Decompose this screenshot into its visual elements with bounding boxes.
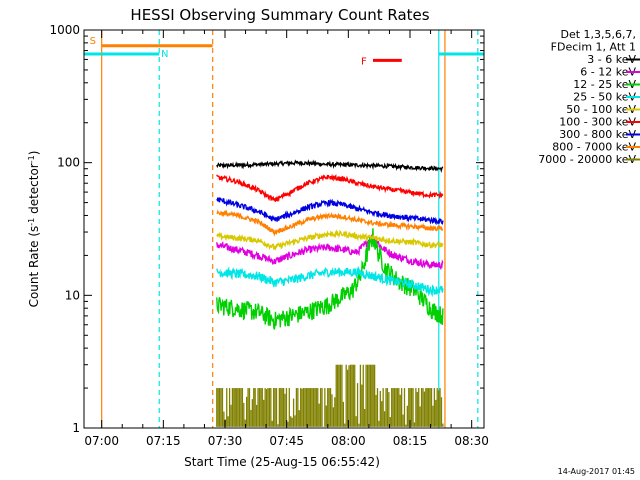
- y-tick-label-3: 1000: [49, 23, 80, 37]
- axis-ticks: 07:00 07:15 07:30 07:45 08:00 08:15 08:30 1 10 10…: [49, 23, 489, 448]
- series-7: [216, 209, 444, 237]
- legend: Det 1,3,5,6,7,FDecim 1, Att 13 - 6 keV6 …: [538, 28, 640, 166]
- legend-entry-4: 50 - 100 keV: [566, 103, 636, 116]
- series-2-line: [216, 228, 444, 330]
- legend-header-0: Det 1,3,5,6,7,: [560, 28, 636, 41]
- series-4: [216, 229, 444, 251]
- series-6: [216, 196, 444, 226]
- series-2: [216, 228, 444, 330]
- series-1: [216, 234, 444, 271]
- y-tick-label-0: 1: [72, 421, 80, 435]
- legend-entry-2: 12 - 25 keV: [573, 78, 636, 91]
- legend-entry-6: 300 - 800 keV: [559, 128, 636, 141]
- series-3-line: [216, 265, 444, 298]
- series-3: [216, 265, 444, 298]
- y-axis-title-sup1: -1: [27, 218, 36, 226]
- series-layer: [216, 159, 444, 427]
- legend-entry-5: 100 - 300 keV: [559, 116, 636, 129]
- legend-entry-3: 25 - 50 keV: [573, 91, 636, 104]
- legend-entry-7: 800 - 7000 keV: [552, 141, 636, 154]
- legend-entry-1: 6 - 12 keV: [580, 66, 636, 79]
- y-tick-label-1: 10: [65, 288, 80, 302]
- series-1-line: [216, 234, 444, 271]
- series-6-line: [216, 196, 444, 226]
- legend-header-1: FDecim 1, Att 1: [551, 41, 636, 54]
- y-tick-label-2: 100: [57, 156, 80, 170]
- x-tick-label-3: 07:45: [269, 434, 304, 448]
- series-7-line: [216, 209, 444, 237]
- y-axis-title: Count Rate (s-1 detector-1): [27, 151, 42, 308]
- series-5-line: [216, 173, 444, 203]
- x-tick-label-5: 08:15: [393, 434, 428, 448]
- vertical-marker-lines: [101, 30, 479, 428]
- y-axis-title-end: ): [27, 151, 41, 156]
- plot-frame: [83, 29, 485, 429]
- y-axis-title-mid: detector: [27, 163, 41, 218]
- series-5: [216, 173, 444, 203]
- series-0: [216, 159, 444, 174]
- y-axis-title-sup2: -1: [27, 155, 36, 163]
- flag-label-1: N: [161, 49, 168, 60]
- x-tick-label-2: 07:30: [208, 434, 243, 448]
- legend-entry-8: 7000 - 20000 keV: [538, 153, 636, 166]
- y-axis-title-main: Count Rate (s: [27, 226, 41, 308]
- legend-entry-0: 3 - 6 keV: [587, 53, 636, 66]
- chart-title: HESSI Observing Summary Count Rates: [130, 6, 429, 24]
- series-4-line: [216, 229, 444, 251]
- footer-timestamp: 14-Aug-2017 01:45: [558, 467, 635, 476]
- series-8: [216, 364, 444, 427]
- flag-bars: S N F: [84, 36, 484, 67]
- x-tick-label-1: 07:15: [146, 434, 181, 448]
- x-axis-title: Start Time (25-Aug-15 06:55:42): [184, 455, 380, 469]
- flag-label-2: F: [361, 56, 367, 67]
- series-0-line: [216, 159, 444, 174]
- x-tick-label-0: 07:00: [84, 434, 119, 448]
- flag-label-0: S: [90, 36, 96, 47]
- x-tick-label-6: 08:30: [454, 434, 489, 448]
- x-tick-label-4: 08:00: [331, 434, 366, 448]
